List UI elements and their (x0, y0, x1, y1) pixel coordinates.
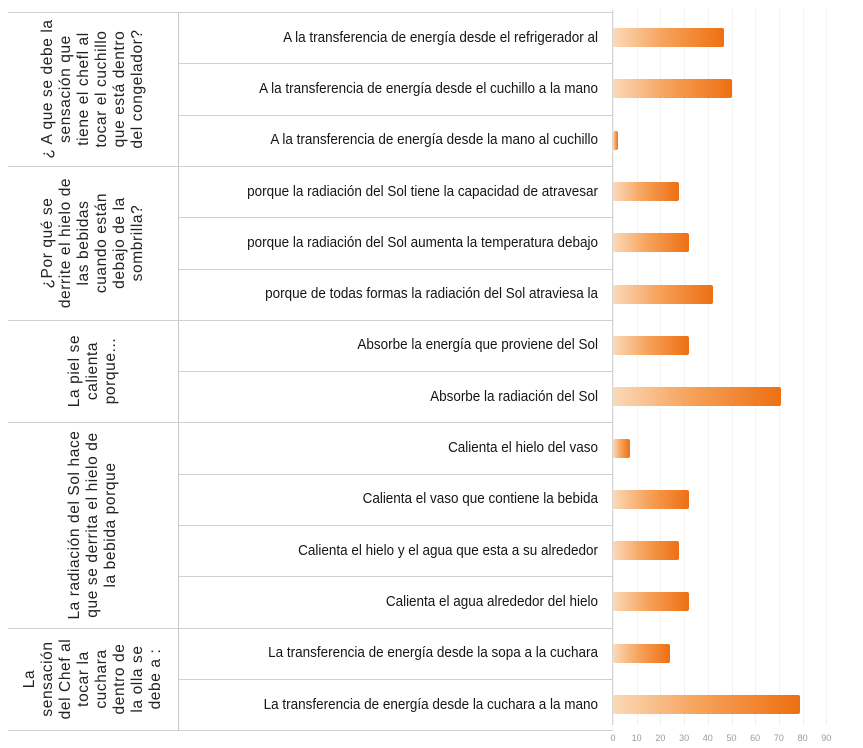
category-label: A la transferencia de energía desde el r… (283, 29, 598, 46)
x-tick-label: 60 (750, 733, 761, 743)
x-tick-label: 80 (797, 733, 808, 743)
row-separator (178, 217, 613, 219)
gridline (636, 10, 638, 725)
category-label: Absorbe la energía que proviene del Sol (357, 337, 598, 354)
x-tick-label: 0 (610, 733, 616, 743)
category-label: Absorbe la radiación del Sol (430, 388, 598, 405)
bar (613, 592, 689, 612)
bar (613, 643, 670, 663)
row-separator (178, 473, 613, 475)
row-separator (178, 678, 613, 680)
row-separator (178, 576, 613, 578)
category-label: A la transferencia de energía desde el c… (259, 80, 598, 97)
bottom-border (8, 730, 613, 732)
gridline (755, 10, 757, 725)
group-separator (8, 627, 613, 629)
group-separator (8, 319, 613, 321)
category-label: porque la radiación del Sol aumenta la t… (247, 234, 598, 251)
row-separator (178, 114, 613, 116)
category-label: porque la radiación del Sol tiene la cap… (247, 183, 598, 200)
bar (613, 387, 782, 407)
category-label: porque de todas formas la radiación del … (265, 286, 598, 303)
group-separator (8, 422, 613, 424)
x-tick-label: 70 (773, 733, 784, 743)
group-label-text: La sensación del Chef al tocar la cuchar… (21, 638, 164, 720)
x-tick-label: 40 (702, 733, 713, 743)
group-label-text: La piel se calienta porque... (66, 334, 119, 408)
bar (613, 130, 618, 150)
row-separator (178, 525, 613, 526)
gridline (684, 10, 686, 725)
group-label: ¿ A que se debe la sensación que tiene e… (8, 12, 179, 166)
bar (613, 233, 689, 253)
gridline (731, 10, 733, 725)
x-tick-label: 10 (631, 733, 642, 743)
bar (613, 695, 801, 715)
gridline (802, 10, 804, 725)
row-separator (178, 268, 613, 270)
group-label-text: La radiación del Sol hace que se derrita… (66, 430, 119, 620)
bar (613, 438, 630, 458)
gridline (778, 10, 780, 725)
group-label: La radiación del Sol hace que se derrita… (8, 422, 179, 628)
x-tick-label: 20 (655, 733, 666, 743)
group-label: La piel se calienta porque... (8, 319, 179, 423)
bar (613, 79, 732, 99)
category-label: A la transferencia de energía desde la m… (270, 132, 598, 149)
category-label: Calienta el vaso que contiene la bebida (362, 491, 598, 508)
x-tick-label: 90 (821, 733, 832, 743)
group-separator (8, 165, 613, 167)
row-separator (178, 371, 613, 373)
group-label: ¿Por qué se derrite el hielo de las bebi… (8, 165, 179, 320)
group-separator (8, 12, 613, 13)
gridline (613, 10, 614, 725)
bar (613, 489, 689, 509)
gridline (826, 10, 828, 725)
bar (613, 28, 725, 48)
group-label: La sensación del Chef al tocar la cuchar… (8, 627, 179, 731)
group-label-text: ¿Por qué se derrite el hielo de las bebi… (39, 177, 146, 308)
category-label: La transferencia de energía desde la cuc… (263, 696, 598, 713)
gridline (707, 10, 709, 725)
category-label: La transferencia de energía desde la sop… (268, 645, 598, 662)
bar (613, 182, 680, 202)
bar (613, 284, 713, 304)
category-label: Calienta el hielo y el agua que esta a s… (298, 542, 598, 559)
bar (613, 541, 680, 561)
category-label: Calienta el hielo del vaso (448, 440, 598, 457)
group-label-text: ¿ A que se debe la sensación que tiene e… (39, 19, 146, 159)
row-separator (178, 63, 613, 65)
y-axis-line (612, 10, 613, 725)
gridline (660, 10, 662, 725)
category-label: Calienta el agua alrededor del hielo (385, 593, 598, 610)
bar (613, 335, 689, 355)
x-tick-label: 50 (726, 733, 737, 743)
x-tick-label: 30 (679, 733, 690, 743)
